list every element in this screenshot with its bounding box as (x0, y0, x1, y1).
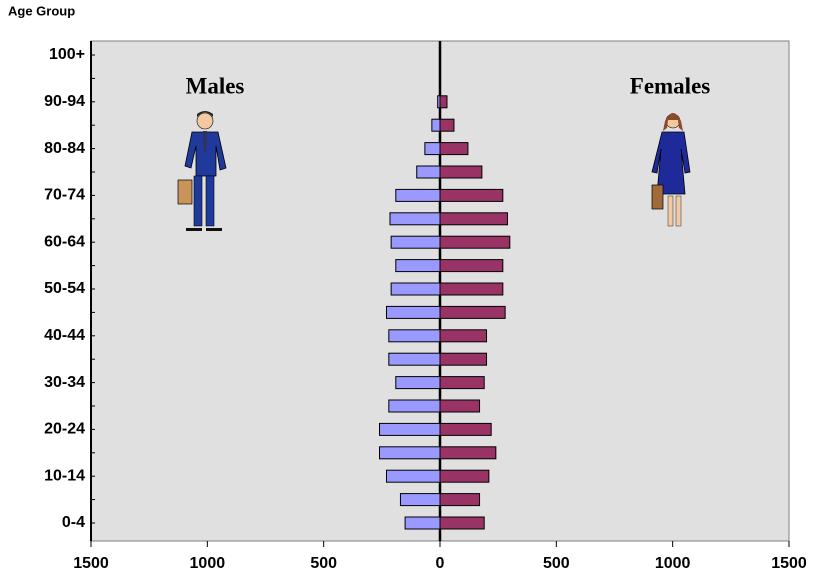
bar (404, 516, 441, 530)
bar (439, 212, 508, 226)
bar (439, 235, 511, 249)
bar (388, 352, 441, 366)
bar (416, 165, 441, 179)
x-tick-label: 500 (543, 555, 570, 572)
series-annotation: Females (630, 73, 711, 98)
bar (379, 446, 441, 460)
bar (390, 235, 441, 249)
y-tick-label: 50-54 (44, 280, 85, 297)
female-figure (651, 113, 691, 227)
x-tick-label: 0 (436, 555, 445, 572)
bar (439, 469, 490, 483)
bar (385, 305, 441, 319)
bar (439, 422, 492, 436)
bar (439, 142, 469, 156)
bar (439, 305, 506, 319)
bar (395, 188, 441, 202)
bar (424, 142, 441, 156)
y-tick-label: 100+ (49, 46, 85, 63)
bar (439, 376, 485, 390)
bar (439, 493, 481, 507)
male-figure (177, 111, 227, 231)
bar (385, 469, 441, 483)
y-tick-label: 90-94 (44, 93, 85, 110)
x-tick-label: 1000 (190, 555, 226, 572)
series-annotation: Males (186, 73, 245, 98)
bar (395, 376, 441, 390)
bar (439, 399, 481, 413)
y-tick-label: 20-24 (44, 421, 85, 438)
x-tick-label: 1500 (771, 555, 807, 572)
bar (390, 282, 441, 296)
bar (439, 118, 455, 132)
bar (395, 259, 441, 273)
bar (439, 282, 504, 296)
x-tick-label: 500 (310, 555, 337, 572)
y-tick-label: 10-14 (44, 467, 85, 484)
bar (439, 352, 488, 366)
y-tick-label: 40-44 (44, 327, 85, 344)
bar (439, 165, 483, 179)
x-tick-label: 1000 (655, 555, 691, 572)
chart-title: Age Group (8, 3, 75, 18)
bar (439, 516, 485, 530)
bar (439, 259, 504, 273)
bar (439, 188, 504, 202)
bar (399, 493, 441, 507)
bar (388, 329, 441, 343)
bar (439, 95, 448, 109)
bar (439, 329, 488, 343)
bar (431, 118, 441, 132)
bar (388, 399, 441, 413)
y-tick-label: 30-34 (44, 374, 85, 391)
y-tick-label: 70-74 (44, 187, 85, 204)
bar (439, 446, 497, 460)
y-tick-label: 0-4 (62, 514, 85, 531)
bar (379, 422, 441, 436)
bar (389, 212, 441, 226)
x-tick-label: 1500 (73, 555, 109, 572)
y-tick-label: 80-84 (44, 140, 85, 157)
y-tick-label: 60-64 (44, 233, 85, 250)
